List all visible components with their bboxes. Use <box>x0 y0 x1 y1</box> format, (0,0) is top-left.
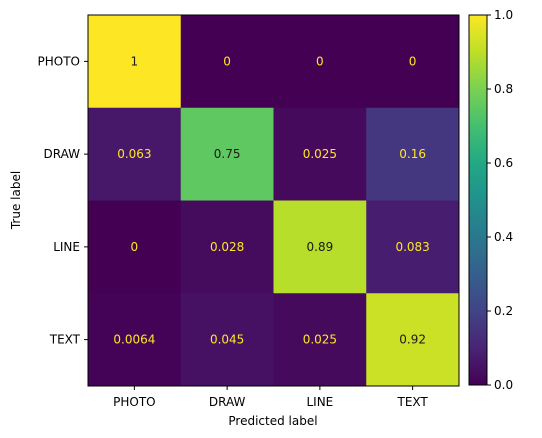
cell-value-label: 0.75 <box>214 147 241 161</box>
colorbar-tick-label: 0.2 <box>494 304 513 318</box>
y-tick-label: TEXT <box>49 333 81 347</box>
heatmap-cell <box>180 107 274 201</box>
y-axis-label: True label <box>9 171 23 230</box>
x-tick-label: DRAW <box>209 395 246 409</box>
heatmap-cell <box>88 15 182 109</box>
cell-value-label: 0 <box>131 240 139 254</box>
heatmap-cells <box>88 15 460 387</box>
heatmap-cell <box>88 107 182 201</box>
cell-value-label: 0 <box>409 54 417 68</box>
x-tick-label: PHOTO <box>113 395 155 409</box>
y-tick-label: DRAW <box>43 147 80 161</box>
colorbar-ticks: 0.0 0.2 0.4 0.6 0.8 1.0 <box>487 8 513 392</box>
heatmap-cell <box>273 293 367 387</box>
heatmap-cell <box>180 200 274 294</box>
heatmap-cell <box>366 293 460 387</box>
colorbar-tick-label: 1.0 <box>494 8 513 22</box>
cell-value-label: 0.028 <box>210 240 244 254</box>
y-tick-label: LINE <box>53 240 80 254</box>
heatmap-cell <box>88 200 182 294</box>
colorbar-tick-label: 0.4 <box>494 230 513 244</box>
x-axis-label: Predicted label <box>228 414 317 428</box>
cell-value-label: 0.063 <box>117 147 151 161</box>
cell-value-label: 1 <box>131 54 139 68</box>
colorbar-tick-label: 0.6 <box>494 156 513 170</box>
heatmap-cell <box>273 15 367 109</box>
heatmap-cell <box>366 107 460 201</box>
x-tick-label: TEXT <box>396 395 428 409</box>
y-tick-label: PHOTO <box>38 54 80 68</box>
cell-value-label: 0.025 <box>303 333 337 347</box>
colorbar <box>468 14 488 386</box>
heatmap-cell <box>366 200 460 294</box>
heatmap-cell <box>180 293 274 387</box>
x-axis-ticks: PHOTO DRAW LINE TEXT <box>113 386 428 409</box>
heatmap-cell <box>273 107 367 201</box>
cell-value-label: 0 <box>223 54 231 68</box>
heatmap-cell <box>180 15 274 109</box>
cell-value-label: 0.045 <box>210 333 244 347</box>
x-tick-label: LINE <box>306 395 333 409</box>
heatmap-cell <box>88 293 182 387</box>
cell-value-label: 0.89 <box>307 240 334 254</box>
heatmap-cell <box>366 15 460 109</box>
cell-value-label: 0 <box>316 54 324 68</box>
y-axis-ticks: PHOTO DRAW LINE TEXT <box>38 54 88 347</box>
plot-frame <box>87 14 460 387</box>
colorbar-tick-label: 0.8 <box>494 82 513 96</box>
cell-value-label: 0.025 <box>303 147 337 161</box>
cell-value-label: 0.92 <box>399 333 426 347</box>
heatmap-cell <box>273 200 367 294</box>
cell-value-label: 0.0064 <box>113 333 155 347</box>
colorbar-tick-label: 0.0 <box>494 378 513 392</box>
cell-value-label: 0.083 <box>395 240 429 254</box>
cell-value-label: 0.16 <box>399 147 426 161</box>
cell-value-labels: 1 0 0 0 0.063 0.75 0.025 0.16 0 0.028 0.89 0.083 0.0… <box>113 54 429 346</box>
